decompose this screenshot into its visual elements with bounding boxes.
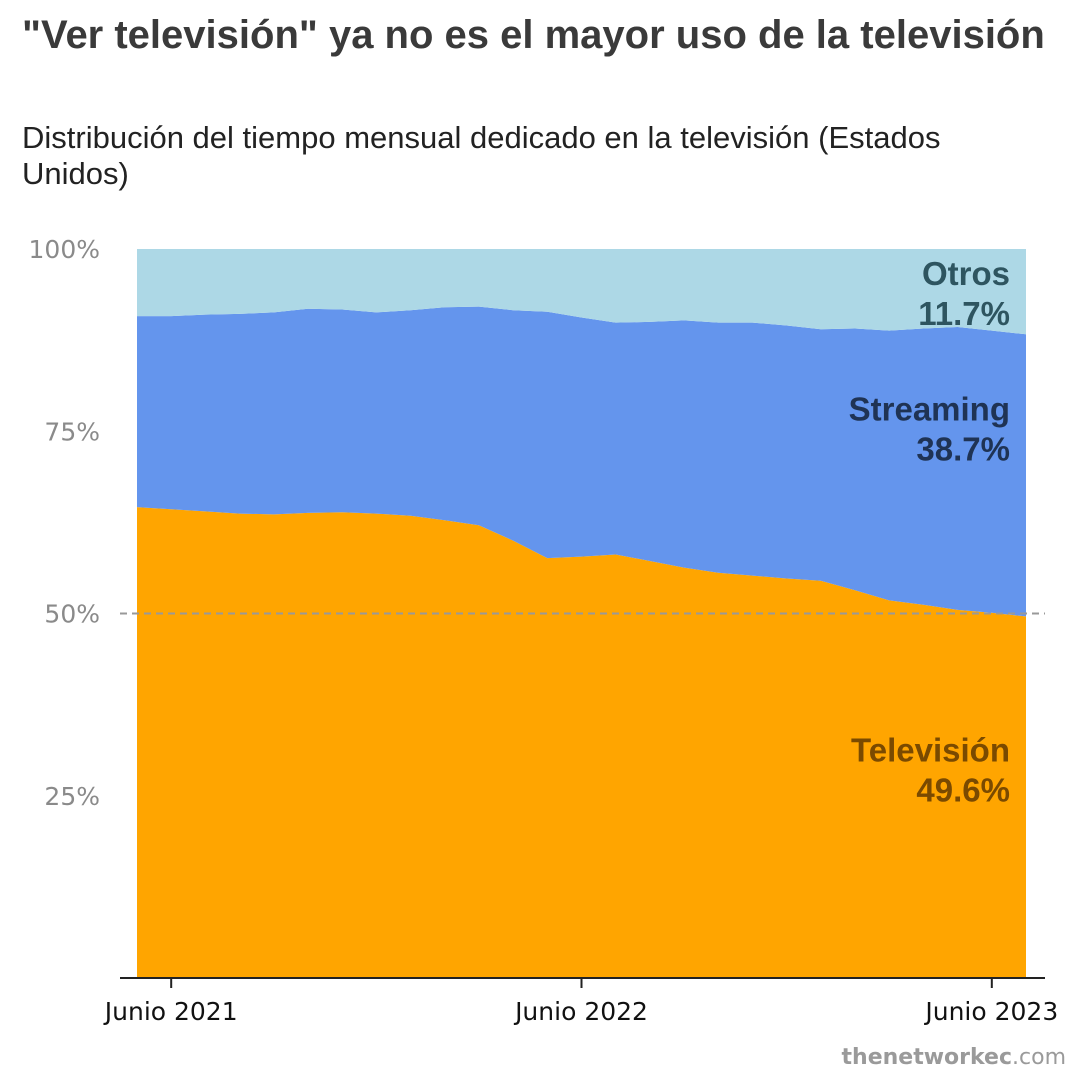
series-name-television: Televisión: [851, 731, 1010, 768]
area-layer: [137, 249, 1026, 978]
series-name-otros: Otros: [922, 255, 1010, 292]
area-streaming: [137, 306, 1026, 617]
x-tick-label: Junio 2021: [103, 997, 238, 1026]
x-tick-label: Junio 2022: [513, 997, 648, 1026]
y-tick-label: 25%: [44, 782, 100, 811]
x-axis: Junio 2021 Junio 2022 Junio 2023: [103, 977, 1058, 1026]
series-value-otros: 11.7%: [918, 295, 1010, 332]
source-credit: thenetworkec.com: [842, 1045, 1066, 1070]
chart-title: "Ver televisión" ya no es el mayor uso d…: [22, 13, 1045, 57]
y-tick-label: 75%: [44, 417, 100, 446]
source-domain: thenetworkec: [841, 1045, 1013, 1070]
y-tick-label: 100%: [29, 235, 100, 264]
y-tick-label: 50%: [44, 600, 100, 629]
chart-subtitle: Distribución del tiempo mensual dedicado…: [22, 120, 941, 191]
source-tld: .com: [1012, 1045, 1066, 1070]
area-television: [137, 507, 1026, 978]
series-name-streaming: Streaming: [849, 390, 1010, 427]
x-tick-label: Junio 2023: [923, 997, 1058, 1026]
series-value-television: 49.6%: [916, 771, 1010, 808]
area-otros: [137, 249, 1026, 335]
series-value-streaming: 38.7%: [916, 430, 1010, 467]
y-axis: 25% 50% 75% 100%: [29, 235, 100, 811]
